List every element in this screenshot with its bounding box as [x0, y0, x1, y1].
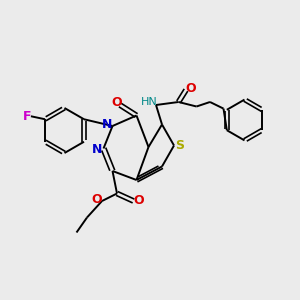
- Text: O: O: [134, 194, 144, 208]
- Text: F: F: [23, 110, 31, 123]
- Text: S: S: [176, 139, 184, 152]
- Text: N: N: [102, 118, 112, 131]
- Text: O: O: [185, 82, 196, 95]
- Text: N: N: [92, 142, 103, 156]
- Text: O: O: [111, 95, 122, 109]
- Text: O: O: [91, 193, 102, 206]
- Text: HN: HN: [141, 97, 158, 107]
